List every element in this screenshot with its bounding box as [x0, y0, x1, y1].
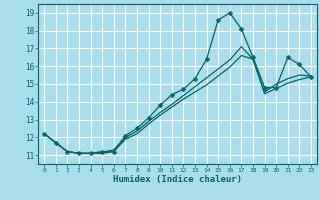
X-axis label: Humidex (Indice chaleur): Humidex (Indice chaleur) [113, 175, 242, 184]
